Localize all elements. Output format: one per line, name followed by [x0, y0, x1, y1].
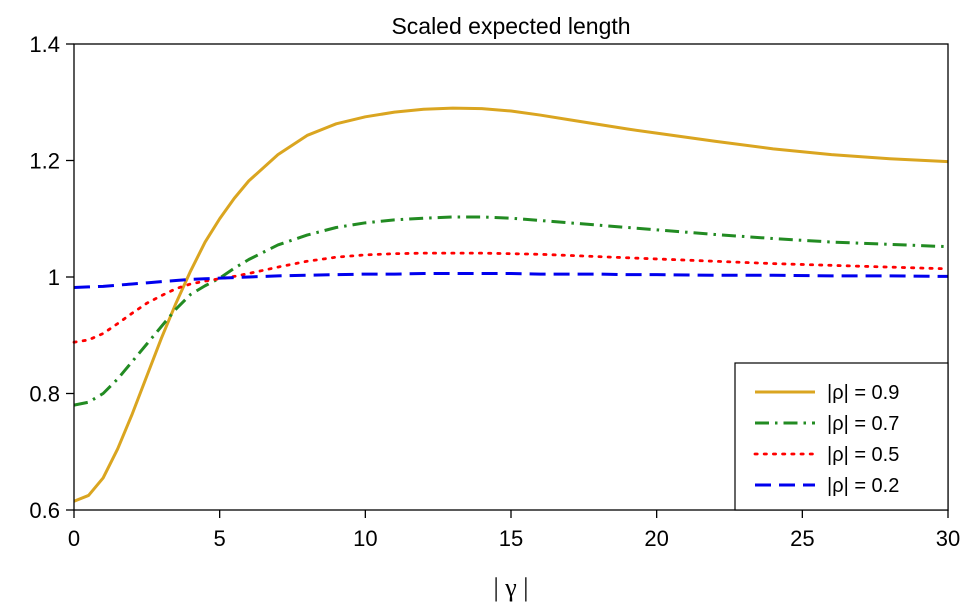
x-axis-label: | γ |: [494, 573, 529, 602]
y-tick-label: 0.8: [29, 382, 60, 407]
x-tick-label: 0: [68, 526, 80, 551]
x-axis: 0 5 10 15 20 25 30: [68, 510, 960, 551]
y-tick-label: 1.2: [29, 149, 60, 174]
legend: |ρ| = 0.9 |ρ| = 0.7 |ρ| = 0.5 |ρ| = 0.2: [734, 362, 949, 511]
legend-label-1: |ρ| = 0.9: [827, 382, 899, 404]
legend-label-3: |ρ| = 0.5: [827, 444, 899, 466]
series-layer: [72, 106, 950, 503]
legend-label-4: |ρ| = 0.2: [827, 475, 899, 497]
series-line-3: [72, 251, 950, 344]
x-tick-label: 30: [936, 526, 960, 551]
x-tick-label: 20: [644, 526, 668, 551]
legend-label-2: |ρ| = 0.7: [827, 413, 899, 435]
x-tick-label: 5: [214, 526, 226, 551]
x-tick-label: 15: [499, 526, 523, 551]
y-tick-label: 1: [48, 265, 60, 290]
y-tick-label: 0.6: [29, 498, 60, 523]
series-line-1: [73, 106, 949, 503]
y-axis: 0.6 0.8 1 1.2 1.4: [29, 32, 74, 523]
x-tick-label: 25: [790, 526, 814, 551]
y-tick-label: 1.4: [29, 32, 60, 57]
x-tick-label: 10: [353, 526, 377, 551]
series-line-4: [73, 272, 949, 289]
chart-title: Scaled expected length: [391, 13, 630, 39]
